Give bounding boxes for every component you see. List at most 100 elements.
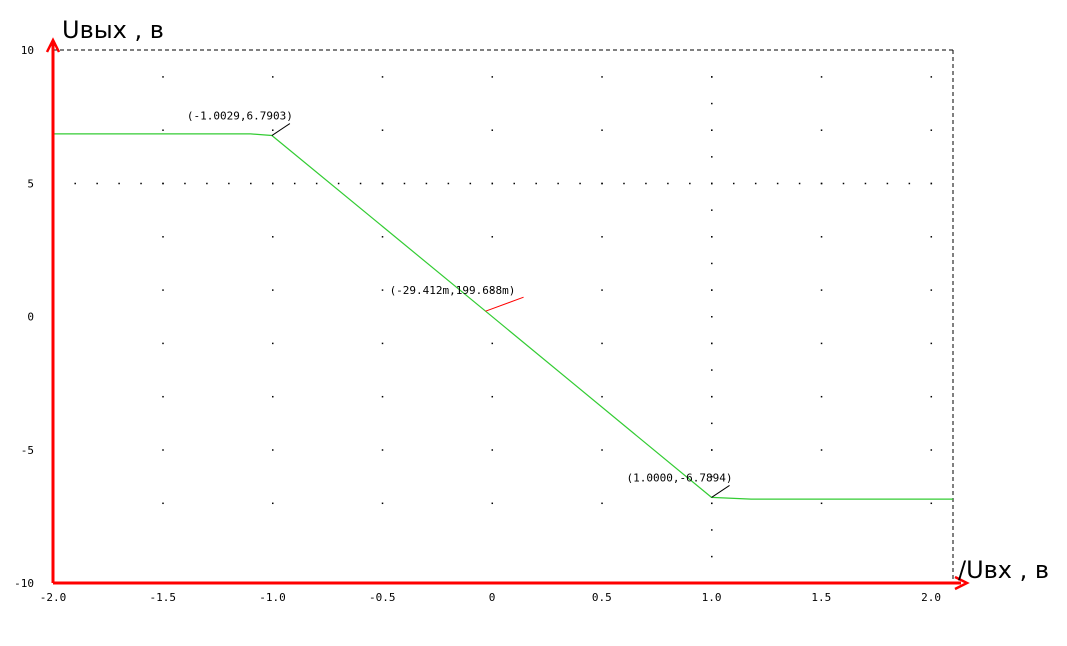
grid-dot <box>162 129 164 131</box>
annotation-label: (1.0000,-6.7894) <box>627 471 733 484</box>
grid-dot <box>491 129 494 131</box>
y-axis-arrow <box>45 37 61 53</box>
grid-dot <box>711 76 713 78</box>
x-tick-label: 1.5 <box>811 591 831 604</box>
grid-dot <box>711 236 713 238</box>
grid-dot <box>535 182 537 185</box>
grid-dot <box>293 182 296 185</box>
grid-dot <box>491 182 494 185</box>
grid-dot <box>601 129 603 131</box>
grid-dot <box>711 395 713 398</box>
grid-dot <box>162 289 164 291</box>
grid-dot <box>162 76 164 78</box>
grid-dot <box>601 236 603 238</box>
grid-dot <box>820 342 823 345</box>
series-layer <box>53 133 953 500</box>
x-tick-label: 0.5 <box>592 591 612 604</box>
grid-dot <box>491 289 494 291</box>
grid-dot <box>820 502 823 505</box>
grid-dot <box>820 76 823 78</box>
grid-dot <box>425 182 428 185</box>
tick-labels: -2.0 -1.5 -1.0 -0.5 0 0.5 1.0 1.5 2.0 10 5 0 -5 -10 <box>14 44 941 604</box>
grid-dot <box>711 262 713 265</box>
grid-dot <box>162 236 164 238</box>
grid-dot <box>513 182 515 185</box>
y-tick-label: 0 <box>27 311 34 324</box>
grid-dot <box>272 182 274 185</box>
grid-dot <box>381 342 384 345</box>
grid-dot <box>601 449 603 451</box>
grid-dots <box>52 76 933 584</box>
grid-dot <box>74 182 76 185</box>
grid-dot <box>491 395 494 398</box>
annotations: (-1.0029,6.7903) (-29.412m,199.688m) (1.00… <box>187 110 733 498</box>
grid-dot <box>601 342 603 345</box>
grid-dot <box>711 289 713 291</box>
y-axis-title: Uвых , в <box>62 16 164 44</box>
grid-dot <box>820 289 823 291</box>
grid-dot <box>162 182 164 185</box>
grid-dot <box>272 342 274 345</box>
grid-dot <box>162 502 164 505</box>
grid-dot <box>381 129 384 131</box>
grid-dot <box>381 395 384 398</box>
grid-dot <box>930 289 933 291</box>
grid-dot <box>776 182 779 185</box>
y-tick-label: 5 <box>27 177 34 190</box>
y-tick-label: -5 <box>21 444 34 457</box>
grid-dot <box>711 502 713 505</box>
plot-frame <box>53 49 954 583</box>
grid-dot <box>908 182 911 185</box>
grid-dot <box>381 76 384 78</box>
grid-dot <box>601 76 603 78</box>
grid-dot <box>96 182 98 185</box>
grid-dot <box>886 182 889 185</box>
grid-dot <box>711 156 713 158</box>
grid-dot <box>140 182 142 185</box>
grid-dot <box>711 342 713 345</box>
grid-dot <box>491 449 494 451</box>
grid-dot <box>491 236 494 238</box>
grid-dot <box>711 422 713 425</box>
x-tick-label: -0.5 <box>369 591 396 604</box>
grid-dot <box>667 182 669 185</box>
x-tick-label: -1.5 <box>150 591 177 604</box>
grid-dot <box>491 342 494 345</box>
grid-dot <box>930 449 933 451</box>
grid-dot <box>381 182 384 185</box>
grid-dot <box>645 182 647 185</box>
grid-dot <box>359 182 362 185</box>
x-axis-title: /Uвх , в <box>958 556 1049 584</box>
grid-dot <box>820 236 823 238</box>
grid-dot <box>272 236 274 238</box>
y-tick-label: 10 <box>21 44 34 57</box>
grid-dot <box>930 395 933 398</box>
grid-dot <box>381 236 384 238</box>
grid-dot <box>381 449 384 451</box>
grid-dot <box>820 449 823 451</box>
grid-dot <box>272 449 274 451</box>
grid-dot <box>601 289 603 291</box>
grid-dot <box>315 182 318 185</box>
grid-dot <box>601 182 603 185</box>
grid-dot <box>162 449 164 451</box>
grid-dot <box>711 449 713 451</box>
annotation-leader <box>485 296 524 312</box>
y-tick-label: -10 <box>14 577 34 590</box>
axes <box>45 37 970 591</box>
grid-dot <box>711 369 713 371</box>
grid-dot <box>711 182 713 185</box>
grid-dot <box>447 182 450 185</box>
grid-dot <box>272 395 274 398</box>
grid-dot <box>930 236 933 238</box>
grid-dot <box>732 182 735 185</box>
grid-dot <box>930 76 933 78</box>
grid-dot <box>623 182 625 185</box>
grid-dot <box>689 182 691 185</box>
grid-dot <box>184 182 186 185</box>
grid-dot <box>403 182 406 185</box>
grid-dot <box>250 182 252 185</box>
grid-dot <box>930 502 933 505</box>
